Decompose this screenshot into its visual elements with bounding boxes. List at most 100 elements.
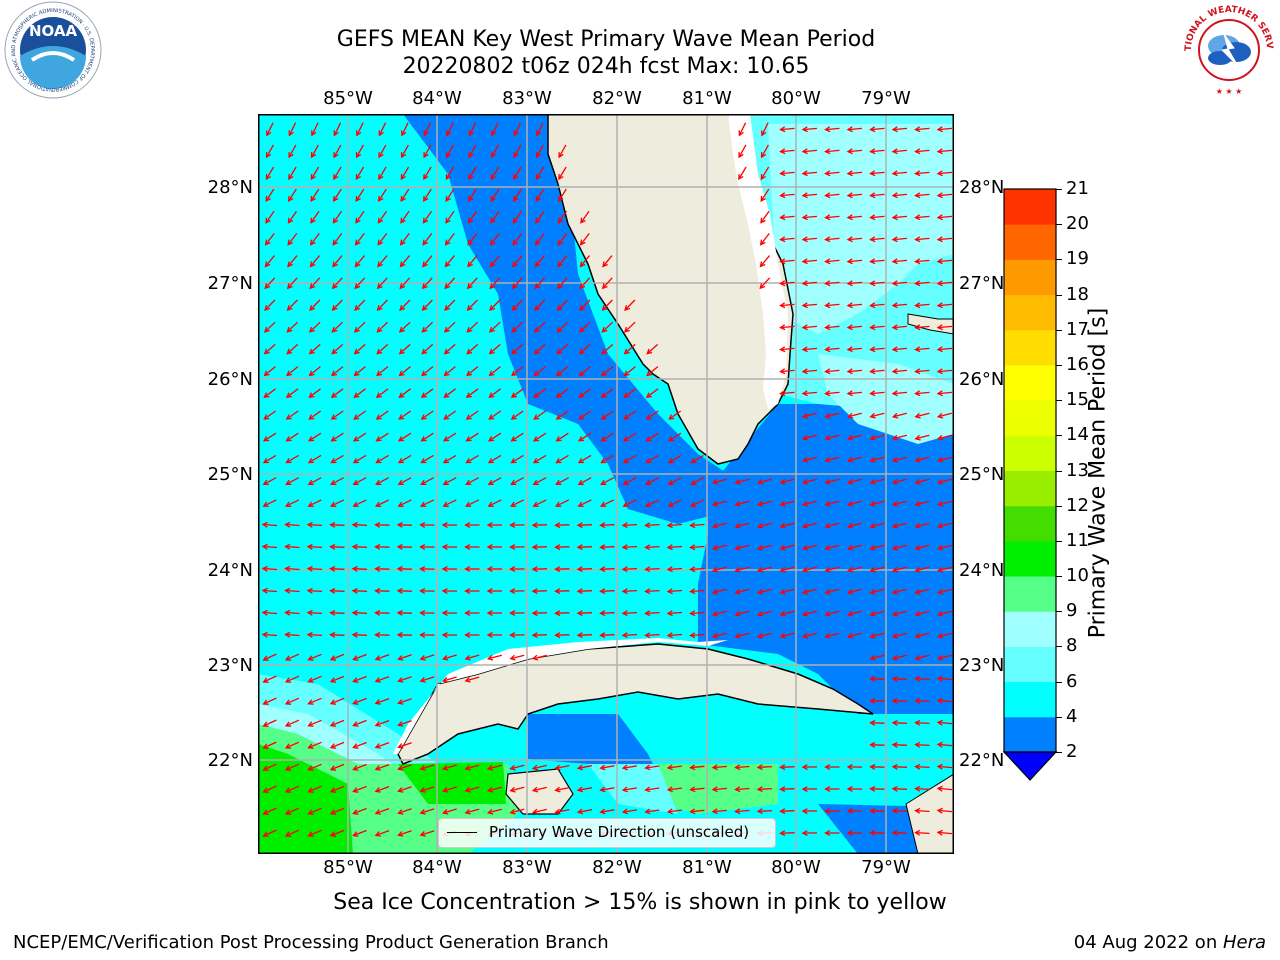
wave-direction-arrowhead bbox=[824, 808, 831, 814]
wave-direction-arrow bbox=[937, 787, 953, 791]
wave-direction-arrowhead bbox=[284, 721, 292, 727]
wave-direction-arrow bbox=[848, 522, 862, 528]
wave-direction-arrowhead bbox=[600, 392, 607, 399]
wave-direction-arrowhead bbox=[576, 610, 583, 617]
wave-direction-arrow bbox=[467, 255, 478, 267]
wave-direction-arrowhead bbox=[891, 610, 899, 617]
wave-direction-arrowhead bbox=[307, 743, 314, 749]
wave-direction-arrow bbox=[870, 259, 885, 263]
wave-direction-arrow bbox=[757, 765, 773, 769]
wave-direction-arrow bbox=[847, 369, 863, 373]
wave-direction-arrowhead bbox=[824, 170, 831, 177]
wave-direction-arrow bbox=[758, 610, 772, 616]
wave-direction-arrow bbox=[668, 454, 682, 464]
wave-direction-arrowhead bbox=[397, 721, 404, 727]
lat-label-left: 25°N bbox=[207, 464, 253, 485]
wave-direction-arrow bbox=[422, 210, 433, 224]
wave-direction-arrowhead bbox=[666, 522, 673, 529]
wave-direction-arrowhead bbox=[891, 588, 899, 595]
wave-direction-arrowhead bbox=[555, 392, 562, 399]
colorbar-tick-mark bbox=[1056, 329, 1062, 331]
wave-direction-arrow bbox=[780, 193, 795, 197]
wave-direction-arrow bbox=[488, 764, 502, 770]
wave-direction-arrow bbox=[264, 299, 276, 311]
wave-direction-arrowhead bbox=[689, 764, 696, 771]
wave-direction-arrowhead bbox=[419, 677, 426, 683]
colorbar-extend-triangle bbox=[1002, 751, 1058, 781]
wave-direction-arrowhead bbox=[666, 610, 673, 617]
wave-direction-arrowhead bbox=[711, 610, 719, 617]
wave-direction-arrow bbox=[423, 122, 432, 136]
colorbar-segment bbox=[1004, 540, 1056, 577]
wave-direction-arrow bbox=[400, 210, 410, 224]
wave-direction-arrowhead bbox=[869, 522, 876, 529]
wave-direction-arrowhead bbox=[351, 587, 358, 594]
lon-label-top: 85°W bbox=[323, 88, 373, 109]
lat-label-right: 22°N bbox=[959, 750, 1005, 771]
noaa-logo: NOAA NATIONAL OCEANIC AND ATMOSPHERIC AD… bbox=[0, 0, 104, 100]
wave-direction-arrowhead bbox=[533, 392, 540, 399]
wave-direction-arrow bbox=[937, 215, 953, 219]
wave-direction-arrow bbox=[690, 809, 705, 813]
wave-direction-arrowhead bbox=[374, 631, 381, 638]
wave-direction-arrowhead bbox=[374, 521, 381, 528]
wave-direction-arrow bbox=[400, 188, 410, 202]
wave-direction-arrowhead bbox=[306, 587, 313, 594]
wave-direction-arrowhead bbox=[914, 302, 921, 309]
wave-direction-arrowhead bbox=[576, 632, 583, 639]
wave-direction-arrow bbox=[893, 632, 907, 638]
wave-direction-arrow bbox=[915, 193, 930, 197]
wave-direction-arrowhead bbox=[464, 764, 471, 771]
wave-direction-arrowhead bbox=[891, 302, 898, 309]
wave-direction-arrow bbox=[690, 611, 705, 615]
wave-direction-arrowhead bbox=[419, 522, 426, 528]
lon-label-top: 84°W bbox=[412, 88, 462, 109]
wave-direction-arrow bbox=[352, 568, 368, 570]
wave-direction-arrow bbox=[288, 166, 297, 180]
wave-direction-arrowhead bbox=[914, 697, 921, 704]
wave-direction-arrow bbox=[848, 588, 862, 594]
wave-direction-arrowhead bbox=[711, 522, 719, 529]
wave-direction-arrow bbox=[892, 347, 908, 351]
wave-direction-arrowhead bbox=[351, 565, 358, 572]
wave-direction-arrow bbox=[555, 499, 570, 507]
wave-direction-arrowhead bbox=[869, 126, 876, 133]
lon-label-top: 79°W bbox=[861, 88, 911, 109]
wave-direction-arrowhead bbox=[262, 655, 269, 661]
wave-direction-arrow bbox=[421, 366, 434, 376]
wave-direction-arrow bbox=[825, 522, 840, 528]
wave-direction-arrow bbox=[870, 193, 885, 197]
wave-direction-arrow bbox=[623, 477, 637, 485]
wave-direction-arrow bbox=[892, 171, 908, 175]
wave-direction-arrowhead bbox=[869, 544, 876, 551]
wave-direction-arrow bbox=[355, 210, 365, 224]
wave-direction-arrowhead bbox=[600, 436, 607, 442]
wave-direction-arrow bbox=[557, 255, 568, 267]
wave-direction-arrow bbox=[488, 786, 502, 792]
wave-direction-arrow bbox=[760, 166, 770, 180]
wave-direction-arrow bbox=[330, 719, 345, 727]
wave-direction-arrowhead bbox=[331, 370, 338, 377]
wave-direction-arrowhead bbox=[891, 456, 899, 463]
wave-direction-arrowhead bbox=[666, 764, 673, 771]
wave-direction-arrow bbox=[938, 456, 952, 462]
wave-direction-arrowhead bbox=[398, 392, 405, 399]
wave-direction-arrowhead bbox=[557, 261, 563, 268]
wave-direction-arrowhead bbox=[891, 324, 898, 331]
wave-direction-arrow bbox=[691, 454, 704, 464]
wave-direction-arrow bbox=[399, 388, 411, 398]
wave-direction-arrow bbox=[645, 523, 660, 527]
wave-direction-arrowhead bbox=[578, 414, 585, 420]
wave-direction-arrow bbox=[555, 477, 570, 485]
wave-direction-arrow bbox=[400, 166, 410, 180]
wave-direction-arrowhead bbox=[331, 283, 338, 290]
wave-direction-arrowhead bbox=[308, 326, 315, 333]
wave-direction-arrowhead bbox=[734, 808, 741, 815]
wave-direction-arrowhead bbox=[891, 566, 899, 573]
wave-direction-arrow bbox=[802, 303, 818, 307]
wave-direction-arrow bbox=[330, 675, 345, 683]
lon-label-top: 83°W bbox=[502, 88, 552, 109]
wave-direction-arrow bbox=[353, 410, 367, 420]
wave-direction-arrow bbox=[353, 807, 367, 815]
wave-direction-arrow bbox=[780, 127, 795, 131]
